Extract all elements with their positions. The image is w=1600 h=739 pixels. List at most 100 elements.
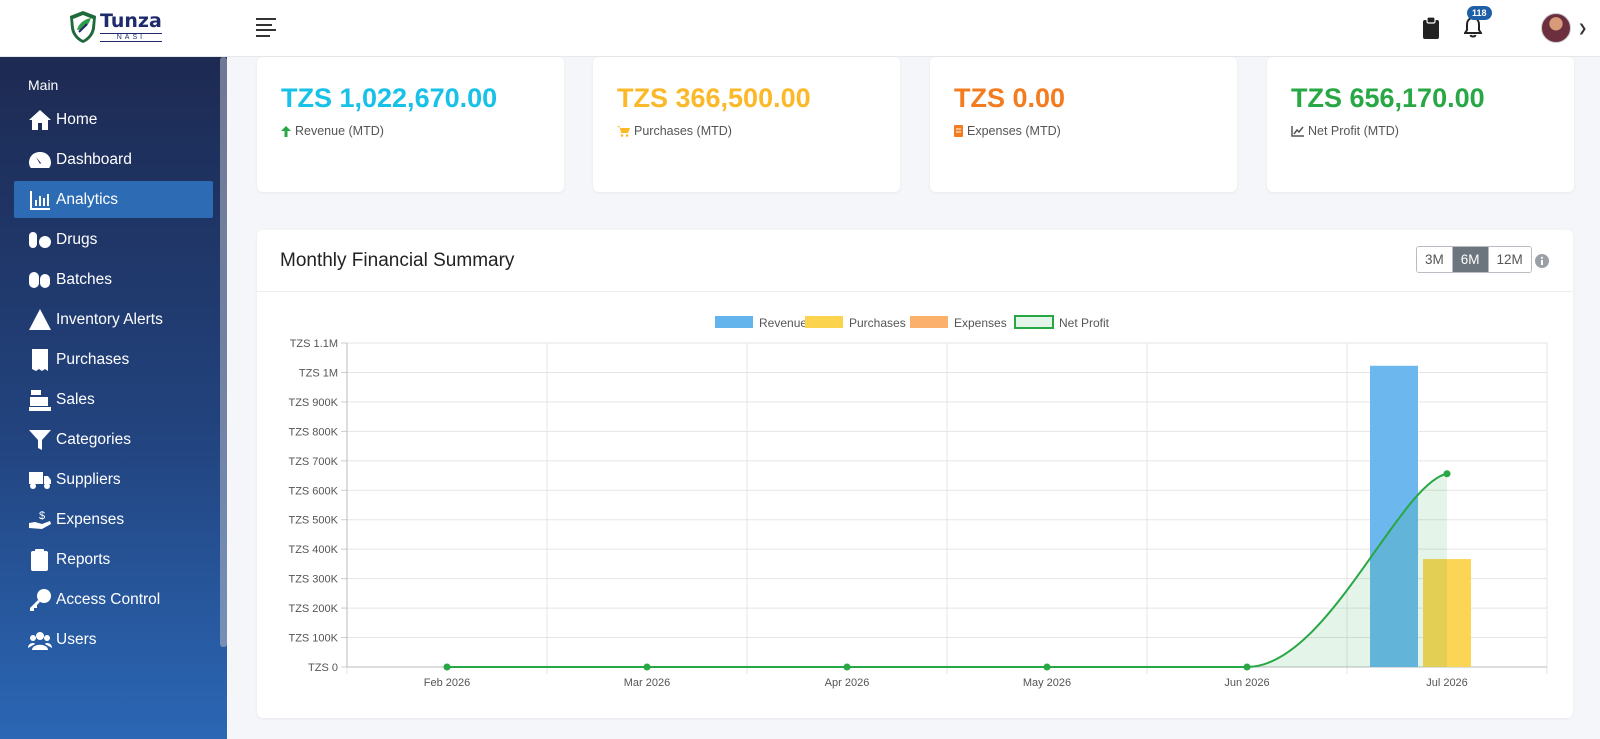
card-title: Monthly Financial Summary	[280, 250, 515, 271]
x-tick-label: Apr 2026	[825, 677, 870, 689]
kpi-value: TZS 0.00	[954, 83, 1066, 113]
kpi-value: TZS 366,500.00	[617, 83, 811, 113]
y-tick-label: TZS 1M	[299, 367, 338, 379]
sidebar-item-batches[interactable]: Batches	[14, 261, 213, 298]
kpi-card-expenses: TZS 0.00 Expenses (MTD)	[930, 57, 1237, 192]
x-tick-label: May 2026	[1023, 677, 1071, 689]
net-profit-point	[1243, 663, 1251, 671]
kpi-label-row: Expenses (MTD)	[954, 124, 1061, 138]
truck-icon	[28, 468, 56, 492]
sidebar-item-label: Suppliers	[56, 470, 121, 488]
sidebar-item-dashboard[interactable]: Dashboard	[14, 141, 213, 178]
sidebar-item-label: Dashboard	[56, 150, 132, 168]
x-tick-label: Jun 2026	[1224, 677, 1269, 689]
sidebar-item-analytics[interactable]: Analytics	[14, 181, 213, 218]
sidebar-scrollbar[interactable]	[220, 57, 227, 647]
y-tick-label: TZS 200K	[288, 603, 338, 615]
range-button-3m[interactable]: 3M	[1417, 247, 1453, 272]
key-icon	[28, 588, 56, 612]
y-tick-label: TZS 1.1M	[290, 338, 338, 350]
sidebar-section-label: Main	[28, 77, 59, 93]
sidebar-item-label: Purchases	[56, 350, 130, 368]
app-logo[interactable]: Tunza NASI	[68, 10, 162, 44]
range-button-12m[interactable]: 12M	[1488, 247, 1531, 272]
sidebar-item-label: Home	[56, 110, 98, 128]
legend-swatch	[805, 316, 843, 328]
avatar[interactable]	[1541, 13, 1571, 43]
kpi-label-row: Purchases (MTD)	[617, 124, 732, 138]
range-selector: 3M 6M 12M	[1416, 246, 1532, 273]
sidebar: Main Home Dashboard Analytics Drugs Batches I…	[0, 57, 227, 739]
range-button-6m[interactable]: 6M	[1452, 247, 1489, 272]
kpi-label: Revenue (MTD)	[295, 124, 384, 138]
bar-purchases	[1423, 559, 1471, 667]
legend-label: Expenses	[954, 316, 1007, 330]
sidebar-item-purchases[interactable]: Purchases	[14, 341, 213, 378]
arrow-up-icon	[281, 125, 291, 137]
legend-swatch	[715, 316, 753, 328]
legend-label: Net Profit	[1059, 316, 1110, 330]
logo-shield-icon	[70, 11, 96, 43]
x-tick-label: Jul 2026	[1426, 677, 1468, 689]
menu-toggle-icon[interactable]	[256, 18, 276, 37]
net-profit-line	[447, 472, 1448, 669]
sidebar-item-label: Sales	[56, 390, 95, 408]
net-profit-point	[1043, 663, 1051, 671]
sidebar-item-drugs[interactable]: Drugs	[14, 221, 213, 258]
sidebar-item-label: Access Control	[56, 590, 161, 608]
y-tick-label: TZS 500K	[288, 515, 338, 527]
sidebar-item-label: Batches	[56, 270, 113, 288]
sidebar-item-access-control[interactable]: Access Control	[14, 581, 213, 618]
y-tick-label: TZS 400K	[288, 544, 338, 556]
y-tick-label: TZS 700K	[288, 456, 338, 468]
sidebar-item-inventory-alerts[interactable]: Inventory Alerts	[14, 301, 213, 338]
cash-register-icon	[28, 388, 56, 412]
capsules-icon	[28, 268, 56, 292]
sidebar-item-label: Expenses	[56, 510, 125, 528]
clipboard-icon[interactable]	[1422, 17, 1440, 39]
filter-icon	[28, 428, 56, 452]
logo-title: Tunza	[100, 10, 162, 32]
sidebar-item-label: Categories	[56, 430, 131, 448]
sidebar-item-label: Analytics	[56, 190, 119, 208]
sidebar-item-home[interactable]: Home	[14, 101, 213, 138]
kpi-label: Net Profit (MTD)	[1308, 124, 1399, 138]
financial-chart: TZS 0 TZS 100K TZS 200K TZS 300K TZS 400K TZS…	[288, 315, 1548, 689]
chevron-down-icon[interactable]: ❯	[1578, 23, 1588, 35]
logo-subtitle: NASI	[100, 33, 162, 42]
sidebar-item-sales[interactable]: Sales	[14, 381, 213, 418]
y-tick-label: TZS 0	[308, 662, 338, 674]
sidebar-item-label: Inventory Alerts	[56, 310, 163, 328]
net-profit-area	[447, 473, 1447, 667]
kpi-card-revenue: TZS 1,022,670.00 Revenue (MTD)	[257, 57, 564, 192]
sidebar-item-expenses[interactable]: $ Expenses	[14, 501, 213, 538]
y-tick-label: TZS 800K	[288, 426, 338, 438]
sidebar-item-label: Reports	[56, 550, 111, 568]
kpi-label-row: Net Profit (MTD)	[1291, 124, 1399, 138]
clipboard-icon	[28, 548, 56, 572]
net-profit-point	[643, 663, 651, 671]
info-icon[interactable]	[1535, 254, 1549, 268]
notification-badge: 118	[1467, 6, 1492, 20]
top-header: Tunza NASI 118 ❯	[0, 0, 1600, 57]
dashboard-icon	[28, 148, 56, 172]
sidebar-item-reports[interactable]: Reports	[14, 541, 213, 578]
warning-icon	[28, 308, 56, 332]
svg-text:$: $	[39, 510, 45, 522]
receipt-icon	[28, 348, 56, 372]
net-profit-point	[843, 663, 851, 671]
legend-swatch	[910, 316, 948, 328]
sidebar-item-users[interactable]: Users	[14, 621, 213, 658]
hand-dollar-icon: $	[28, 508, 56, 532]
sidebar-item-categories[interactable]: Categories	[14, 421, 213, 458]
y-tick-label: TZS 300K	[288, 574, 338, 586]
home-icon	[28, 108, 56, 132]
sidebar-item-label: Users	[56, 630, 97, 648]
cart-icon	[617, 125, 630, 137]
sidebar-item-suppliers[interactable]: Suppliers	[14, 461, 213, 498]
legend-label: Purchases	[849, 316, 906, 330]
file-icon	[954, 125, 963, 137]
kpi-label-row: Revenue (MTD)	[281, 124, 384, 138]
kpi-value: TZS 656,170.00	[1291, 83, 1485, 113]
y-tick-label: TZS 600K	[288, 485, 338, 497]
